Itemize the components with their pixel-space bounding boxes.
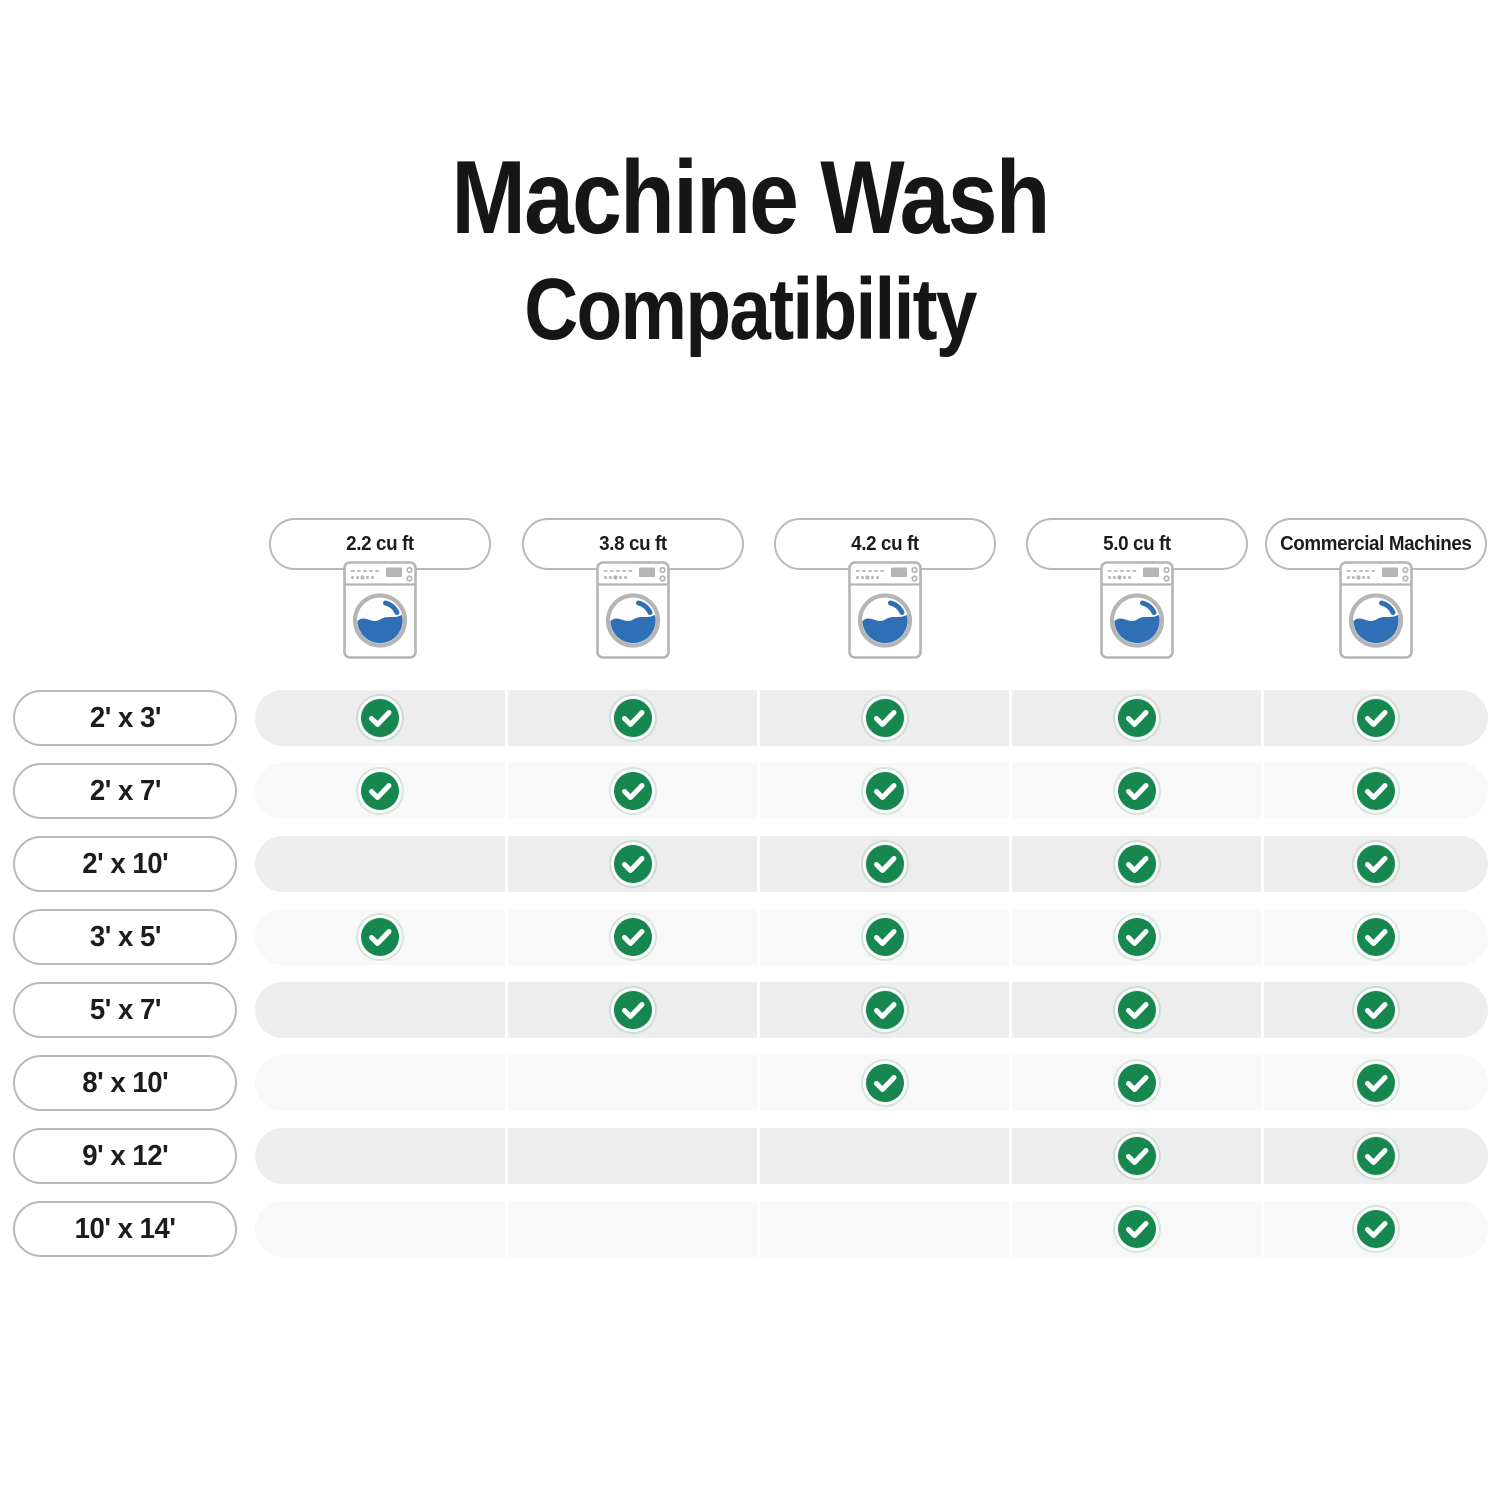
row-label-pill: 2' x 10' xyxy=(13,836,237,892)
column-header-label: 5.0 cu ft xyxy=(1102,532,1171,555)
check-icon xyxy=(1117,1064,1156,1102)
row-label: 3' x 5' xyxy=(89,920,161,953)
row-label-pill: 9' x 12' xyxy=(13,1128,237,1184)
check-icon xyxy=(1117,918,1156,956)
check-icon xyxy=(613,772,652,810)
grid-cell xyxy=(255,1201,505,1257)
check-icon xyxy=(865,772,904,810)
check-icon xyxy=(865,991,904,1029)
check-icon xyxy=(1357,1210,1395,1248)
page-subtitle: Compatibility xyxy=(524,261,977,358)
column-header-label: 2.2 cu ft xyxy=(346,532,414,555)
column-header-label: 3.8 cu ft xyxy=(598,532,667,555)
grid-cell xyxy=(508,1128,757,1184)
column-header-label: 4.2 cu ft xyxy=(850,532,919,555)
row-label-pill: 2' x 7' xyxy=(13,763,237,819)
row-label: 10' x 14' xyxy=(74,1212,176,1245)
check-icon xyxy=(1117,991,1156,1029)
row-label-pill: 8' x 10' xyxy=(13,1055,237,1111)
row-label-pill: 5' x 7' xyxy=(13,982,237,1038)
check-icon xyxy=(1357,991,1395,1029)
check-icon xyxy=(1357,699,1395,737)
grid-cell xyxy=(255,1128,505,1184)
row-label: 2' x 3' xyxy=(89,701,161,734)
row-label: 2' x 7' xyxy=(89,774,161,807)
washing-machine-icon xyxy=(1339,561,1413,659)
check-icon xyxy=(613,991,652,1029)
grid-cell xyxy=(760,1201,1009,1257)
row-label: 5' x 7' xyxy=(89,993,161,1026)
column-header-label: Commercial Machines xyxy=(1280,532,1472,555)
check-icon xyxy=(1117,845,1156,883)
check-icon xyxy=(613,845,652,883)
column-header-pill: 5.0 cu ft xyxy=(1025,518,1248,570)
row-label-pill: 10' x 14' xyxy=(13,1201,237,1257)
check-icon xyxy=(865,918,904,956)
check-icon xyxy=(865,699,904,737)
check-icon xyxy=(1357,1137,1395,1175)
row-label-pill: 3' x 5' xyxy=(13,909,237,965)
check-icon xyxy=(865,1064,904,1102)
check-icon xyxy=(361,918,399,956)
grid-cell xyxy=(255,982,505,1038)
check-icon xyxy=(1117,772,1156,810)
row-label: 2' x 10' xyxy=(82,847,168,880)
check-icon xyxy=(361,699,399,737)
grid-cell xyxy=(508,1201,757,1257)
grid-cell xyxy=(508,1055,757,1111)
check-icon xyxy=(613,699,652,737)
check-icon xyxy=(1357,1064,1395,1102)
check-icon xyxy=(1117,699,1156,737)
washing-machine-icon xyxy=(847,561,922,659)
grid-cell xyxy=(760,1128,1009,1184)
washing-machine-icon xyxy=(1099,561,1174,659)
grid-cell xyxy=(255,836,505,892)
row-label: 9' x 12' xyxy=(82,1139,168,1172)
check-icon xyxy=(613,918,652,956)
check-icon xyxy=(1357,918,1395,956)
page-title: Machine Wash xyxy=(451,140,1050,256)
check-icon xyxy=(361,772,399,810)
check-icon xyxy=(1357,845,1395,883)
grid-cell xyxy=(255,1055,505,1111)
row-label-pill: 2' x 3' xyxy=(13,690,237,746)
title-block: Machine Wash Compatibility xyxy=(0,146,1500,353)
check-icon xyxy=(1117,1210,1156,1248)
washing-machine-icon xyxy=(343,561,417,659)
washing-machine-icon xyxy=(595,561,670,659)
row-label: 8' x 10' xyxy=(82,1066,168,1099)
check-icon xyxy=(1357,772,1395,810)
check-icon xyxy=(865,845,904,883)
check-icon xyxy=(1117,1137,1156,1175)
